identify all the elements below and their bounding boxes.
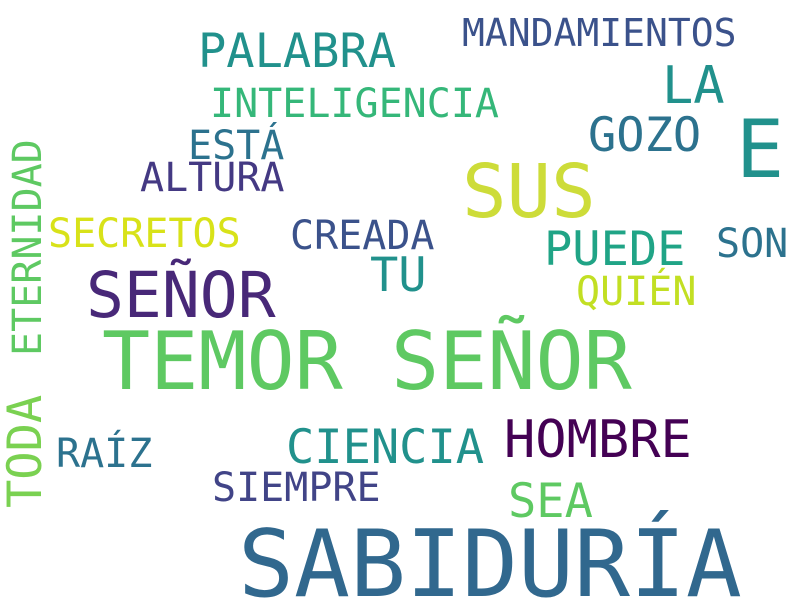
word-raiz: RAÍZ (56, 431, 153, 477)
word-mandamientos: MANDAMIENTOS (462, 11, 737, 55)
word-hombre: HOMBRE (504, 410, 692, 470)
word-quien: QUIÉN (576, 269, 697, 315)
word-sus: SUS (462, 149, 596, 235)
word-altura: ALTURA (140, 155, 285, 201)
word-tu: TU (370, 248, 427, 303)
word-temor-senor: TEMOR SEÑOR (102, 315, 632, 408)
word-siempre: SIEMPRE (212, 465, 381, 511)
word-sea: SEA (508, 474, 593, 529)
word-eternidad: ETERNIDAD (5, 139, 51, 356)
word-senor: SEÑOR (86, 259, 276, 332)
word-esta: ESTÁ (188, 123, 285, 169)
word-e: E (736, 103, 785, 196)
word-gozo: GOZO (588, 108, 702, 163)
word-creada: CREADA (290, 213, 435, 259)
word-la: LA (662, 56, 725, 116)
word-inteligencia: INTELIGENCIA (210, 81, 499, 127)
word-puede: PUEDE (544, 222, 686, 277)
word-sabiduria: SABIDURÍA (238, 510, 742, 600)
word-palabra: PALABRA (198, 24, 397, 79)
word-son: SON (716, 221, 789, 267)
word-ciencia: CIENCIA (286, 420, 485, 475)
word-secretos: SECRETOS (48, 211, 241, 257)
word-toda: TODA (0, 394, 53, 508)
